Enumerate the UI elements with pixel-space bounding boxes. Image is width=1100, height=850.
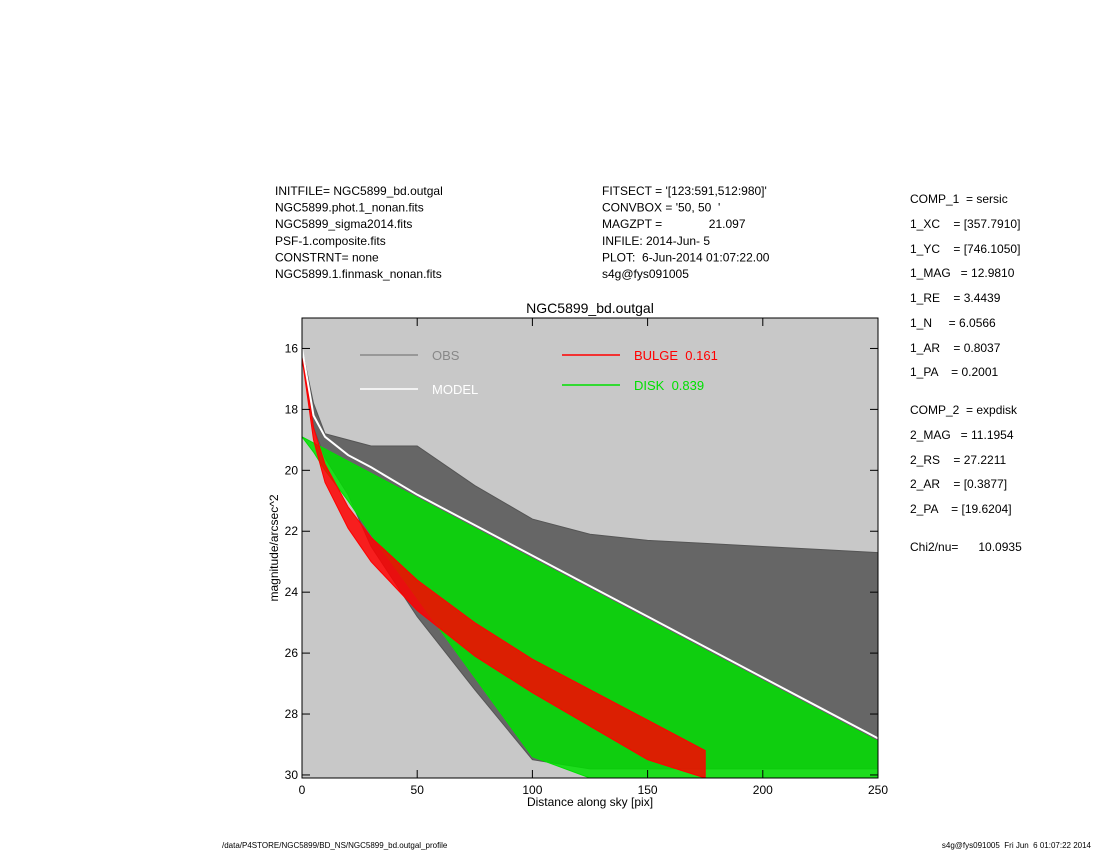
fit-parameter: 2_AR = [0.3877]	[910, 477, 1007, 491]
chart-title: NGC5899_bd.outgal	[526, 300, 654, 316]
fit-parameter: COMP_1 = sersic	[910, 192, 1008, 206]
header-left-line: NGC5899.phot.1_nonan.fits	[275, 201, 424, 215]
data-band	[302, 348, 706, 778]
fit-parameter: COMP_2 = expdisk	[910, 403, 1018, 417]
fit-parameter: Chi2/nu= 10.0935	[910, 540, 1022, 554]
x-tick-label: 0	[299, 783, 306, 797]
legend-label: BULGE 0.161	[634, 348, 718, 363]
header-right-line: FITSECT = '[123:591,512:980]'	[602, 184, 767, 198]
x-tick-label: 250	[868, 783, 888, 797]
model-line	[302, 348, 878, 740]
fit-parameter: 1_XC = [357.7910]	[910, 217, 1020, 231]
fit-parameter: 2_RS = 27.2211	[910, 453, 1007, 467]
header-left-line: INITFILE= NGC5899_bd.outgal	[275, 184, 443, 198]
fit-parameter: 1_N = 6.0566	[910, 316, 996, 330]
y-tick-label: 24	[285, 585, 299, 599]
plot-frame	[301, 317, 879, 779]
fit-parameter: 2_MAG = 11.1954	[910, 428, 1014, 442]
y-tick-label: 20	[285, 463, 299, 477]
x-tick-label: 50	[411, 783, 425, 797]
legend-label: OBS	[432, 348, 460, 363]
y-tick-label: 26	[285, 646, 299, 660]
fit-parameter: 1_PA = 0.2001	[910, 365, 999, 379]
footer-left: /data/P4STORE/NGC5899/BD_NS/NGC5899_bd.o…	[222, 841, 448, 850]
x-axis-label: Distance along sky [pix]	[527, 795, 653, 809]
fit-parameter: 1_RE = 3.4439	[910, 291, 1001, 305]
fit-parameter: 1_MAG = 12.9810	[910, 266, 1015, 280]
header-left-line: PSF-1.composite.fits	[275, 234, 386, 248]
header-right-line: INFILE: 2014-Jun- 5	[602, 234, 710, 248]
y-tick-label: 16	[285, 341, 299, 355]
y-tick-label: 30	[285, 768, 299, 782]
x-tick-label: 100	[522, 783, 542, 797]
header-right-line: MAGZPT = 21.097	[602, 217, 746, 231]
x-tick-label: 200	[753, 783, 773, 797]
plot-data	[302, 348, 878, 778]
fit-parameter: 1_YC = [746.1050]	[910, 242, 1020, 256]
y-axis-label: magnitude/arcsec^2	[267, 494, 281, 601]
footer-right: s4g@fys091005 Fri Jun 6 01:07:22 2014	[942, 841, 1092, 850]
header-right-line: CONVBOX = '50, 50 '	[602, 201, 720, 215]
y-tick-label: 18	[285, 402, 299, 416]
header-left-line: CONSTRNT= none	[275, 250, 379, 264]
header-left-line: NGC5899_sigma2014.fits	[275, 217, 412, 231]
header-right-line: PLOT: 6-Jun-2014 01:07:22.00	[602, 250, 770, 264]
x-tick-label: 150	[638, 783, 658, 797]
legend-label: DISK 0.839	[634, 378, 704, 393]
y-tick-label: 22	[285, 524, 299, 538]
legend-label: MODEL	[432, 382, 478, 397]
fit-parameter: 2_PA = [19.6204]	[910, 502, 1012, 516]
header-left-line: NGC5899.1.finmask_nonan.fits	[275, 267, 442, 281]
header-right-line: s4g@fys091005	[602, 267, 689, 281]
y-tick-label: 28	[285, 707, 299, 721]
fit-parameter: 1_AR = 0.8037	[910, 341, 1001, 355]
